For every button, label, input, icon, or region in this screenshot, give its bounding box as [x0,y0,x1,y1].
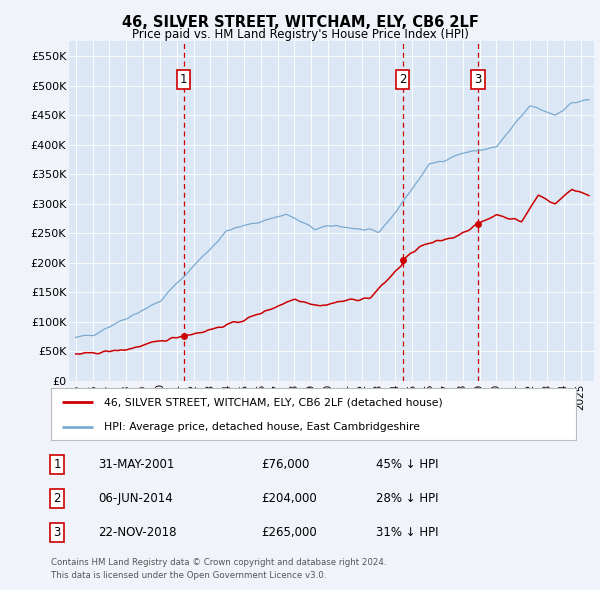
Text: 28% ↓ HPI: 28% ↓ HPI [377,492,439,505]
Text: 1: 1 [180,73,188,86]
Text: HPI: Average price, detached house, East Cambridgeshire: HPI: Average price, detached house, East… [104,422,419,431]
Text: 3: 3 [53,526,61,539]
Text: 46, SILVER STREET, WITCHAM, ELY, CB6 2LF: 46, SILVER STREET, WITCHAM, ELY, CB6 2LF [122,15,478,30]
Text: 31% ↓ HPI: 31% ↓ HPI [377,526,439,539]
Text: Contains HM Land Registry data © Crown copyright and database right 2024.: Contains HM Land Registry data © Crown c… [51,558,386,566]
Text: 06-JUN-2014: 06-JUN-2014 [98,492,173,505]
Text: 3: 3 [474,73,482,86]
Text: This data is licensed under the Open Government Licence v3.0.: This data is licensed under the Open Gov… [51,571,326,579]
Text: 2: 2 [53,492,61,505]
Text: 22-NOV-2018: 22-NOV-2018 [98,526,177,539]
Text: Price paid vs. HM Land Registry's House Price Index (HPI): Price paid vs. HM Land Registry's House … [131,28,469,41]
Text: £265,000: £265,000 [261,526,317,539]
Text: 2: 2 [399,73,406,86]
Text: £204,000: £204,000 [261,492,317,505]
Text: 31-MAY-2001: 31-MAY-2001 [98,458,175,471]
Text: 46, SILVER STREET, WITCHAM, ELY, CB6 2LF (detached house): 46, SILVER STREET, WITCHAM, ELY, CB6 2LF… [104,397,442,407]
Text: 1: 1 [53,458,61,471]
Text: £76,000: £76,000 [261,458,310,471]
Text: 45% ↓ HPI: 45% ↓ HPI [377,458,439,471]
